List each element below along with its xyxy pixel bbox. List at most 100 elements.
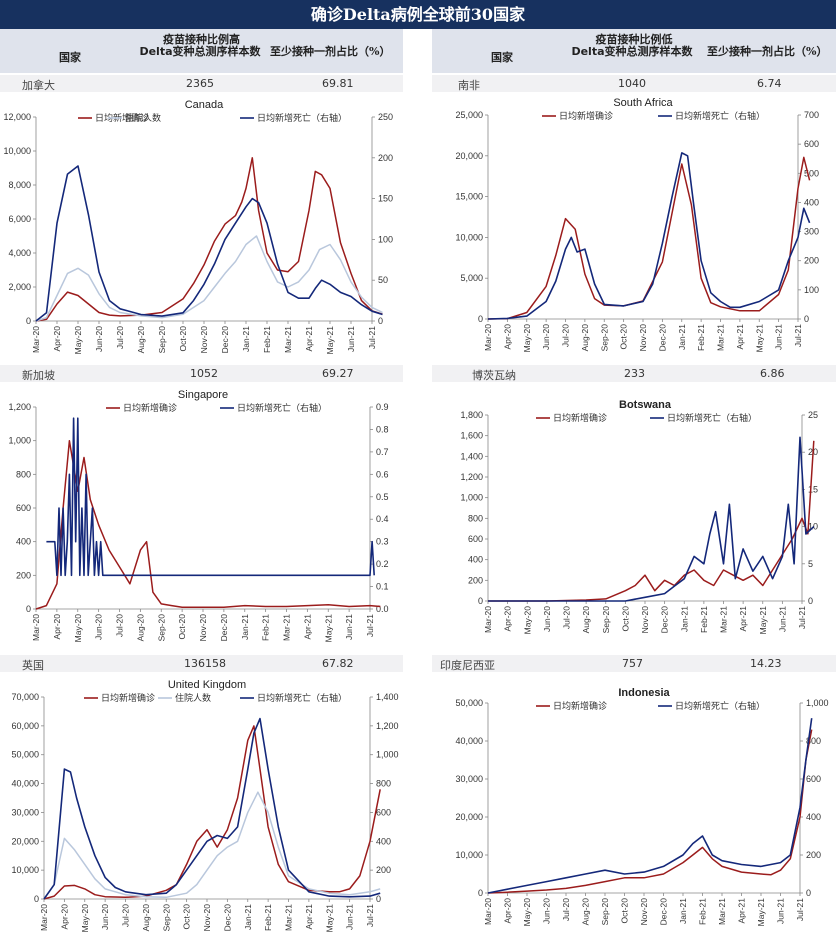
chart-south-africa: South Africa 0 5,000 10,000 15,000 20,000 25,0… xyxy=(455,97,819,352)
chart-singapore: Singapore 0 200 400 600 800 1,000 1,200 0.0 0.1 0.… xyxy=(8,389,389,643)
x-tick-label: May-21 xyxy=(324,904,334,933)
x-tick-label: May-20 xyxy=(522,606,532,635)
table-row-indonesia: 印度尼西亚 757 14.23 xyxy=(432,655,836,672)
right-tick-label: 5 xyxy=(808,559,813,569)
x-tick-label: Aug-20 xyxy=(135,614,145,642)
x-tick-label: Jun-20 xyxy=(94,326,104,352)
series-line-1 xyxy=(487,718,813,894)
header-col-share: 至少接种一剂占比（%） xyxy=(270,45,391,58)
series-line-0 xyxy=(487,729,813,894)
left-tick-label: 50,000 xyxy=(455,698,483,708)
left-tick-label: 70,000 xyxy=(11,692,39,702)
x-tick-label: Mar-20 xyxy=(31,326,41,353)
chart-title: Canada xyxy=(185,99,224,111)
legend-label: 日均新增确诊 xyxy=(123,402,177,413)
legend-label: 日均新增死亡（右轴） xyxy=(667,412,757,423)
right-tick-label: 200 xyxy=(806,850,821,860)
x-tick-label: Oct-20 xyxy=(178,326,188,352)
right-tick-label: 0.2 xyxy=(376,559,389,569)
x-tick-label: Nov-20 xyxy=(640,606,650,634)
right-tick-label: 0 xyxy=(808,596,813,606)
row-samples: 757 xyxy=(622,657,643,670)
x-tick-label: May-21 xyxy=(325,326,335,355)
x-tick-label: Aug-20 xyxy=(141,904,151,932)
left-tick-label: 6,000 xyxy=(8,214,31,224)
series-line-0 xyxy=(487,156,811,320)
x-tick-label: Jun-20 xyxy=(542,898,552,924)
right-tick-label: 250 xyxy=(378,112,393,122)
x-tick-label: Jul-20 xyxy=(121,904,131,927)
series-line-0 xyxy=(488,440,815,602)
right-tick-label: 800 xyxy=(806,736,821,746)
right-tick-label: 800 xyxy=(376,779,391,789)
series-line-0 xyxy=(43,725,381,900)
row-samples: 1052 xyxy=(190,367,218,380)
left-tick-label: 0 xyxy=(478,596,483,606)
x-tick-label: Jul-20 xyxy=(561,324,571,347)
left-tick-label: 10,000 xyxy=(455,850,483,860)
left-tick-label: 40,000 xyxy=(11,779,39,789)
x-tick-label: May-20 xyxy=(73,614,83,643)
right-tick-label: 0.7 xyxy=(376,447,389,457)
left-tick-label: 200 xyxy=(468,575,483,585)
left-tick-label: 1,400 xyxy=(460,451,483,461)
left-tick-label: 800 xyxy=(16,469,31,479)
right-tick-label: 25 xyxy=(808,410,818,420)
row-country: 加拿大 xyxy=(22,79,55,92)
right-tick-label: 400 xyxy=(376,836,391,846)
x-tick-label: Jul-21 xyxy=(365,614,375,637)
left-tick-label: 25,000 xyxy=(455,110,483,120)
x-tick-label: Oct-20 xyxy=(182,904,192,930)
x-tick-label: Sep-20 xyxy=(601,606,611,634)
x-tick-label: Oct-20 xyxy=(620,898,630,924)
left-tick-label: 1,600 xyxy=(460,431,483,441)
right-tick-label: 200 xyxy=(378,153,393,163)
legend-label: 日均新增确诊 xyxy=(559,110,613,121)
x-tick-label: Jun-21 xyxy=(777,606,787,632)
legend-label: 住院人数 xyxy=(175,692,211,703)
chart-canada: Canada 0 2,000 4,000 6,000 8,000 10,000 12,000 0… xyxy=(3,99,393,355)
right-tick-label: 300 xyxy=(804,227,819,237)
legend-label: 住院人数 xyxy=(125,112,161,123)
header-col-country: 国家 xyxy=(491,51,513,64)
left-tick-label: 20,000 xyxy=(11,836,39,846)
right-tick-label: 1,400 xyxy=(376,692,399,702)
right-tick-label: 0.5 xyxy=(376,492,389,502)
series-line-1 xyxy=(46,417,375,577)
x-tick-label: May-20 xyxy=(80,904,90,933)
x-tick-label: Jun-20 xyxy=(94,614,104,640)
x-tick-label: Feb-21 xyxy=(698,898,708,925)
header-high-vaccination: 疫苗接种比例高 国家 Delta变种总测序样本数 至少接种一剂占比（%） xyxy=(0,29,403,73)
right-tick-label: 400 xyxy=(804,197,819,207)
row-share: 69.27 xyxy=(322,367,354,380)
right-tick-label: 0.8 xyxy=(376,424,389,434)
table-row-south-africa: 南非 1040 6.74 xyxy=(432,75,836,92)
left-tick-label: 15,000 xyxy=(455,192,483,202)
chart-indonesia: Indonesia 0 10,000 20,000 30,000 40,000 50,000… xyxy=(455,687,829,926)
left-tick-label: 4,000 xyxy=(8,248,31,258)
row-share: 6.86 xyxy=(760,367,785,380)
left-tick-label: 10,000 xyxy=(11,865,39,875)
right-tick-label: 150 xyxy=(378,194,393,204)
legend-label: 日均新增确诊 xyxy=(553,412,607,423)
right-tick-label: 0.0 xyxy=(376,604,389,614)
left-tick-label: 30,000 xyxy=(11,807,39,817)
right-tick-label: 1,000 xyxy=(806,698,829,708)
x-tick-label: Apr-21 xyxy=(304,326,314,352)
x-tick-label: Mar-21 xyxy=(282,614,292,641)
left-tick-label: 0 xyxy=(34,894,39,904)
right-tick-label: 600 xyxy=(806,774,821,784)
right-tick-label: 500 xyxy=(804,168,819,178)
x-tick-label: Jan-21 xyxy=(240,614,250,640)
left-tick-label: 600 xyxy=(16,503,31,513)
x-tick-label: Aug-20 xyxy=(581,898,591,926)
x-tick-label: Nov-20 xyxy=(199,326,209,354)
left-tick-label: 1,800 xyxy=(460,410,483,420)
x-tick-label: Apr-21 xyxy=(737,898,747,924)
x-tick-label: Mar-21 xyxy=(283,326,293,353)
right-tick-label: 100 xyxy=(378,234,393,244)
series-line-1 xyxy=(488,436,815,602)
left-tick-label: 400 xyxy=(468,555,483,565)
series-line-2 xyxy=(35,165,383,322)
x-tick-label: Jun-21 xyxy=(344,614,354,640)
